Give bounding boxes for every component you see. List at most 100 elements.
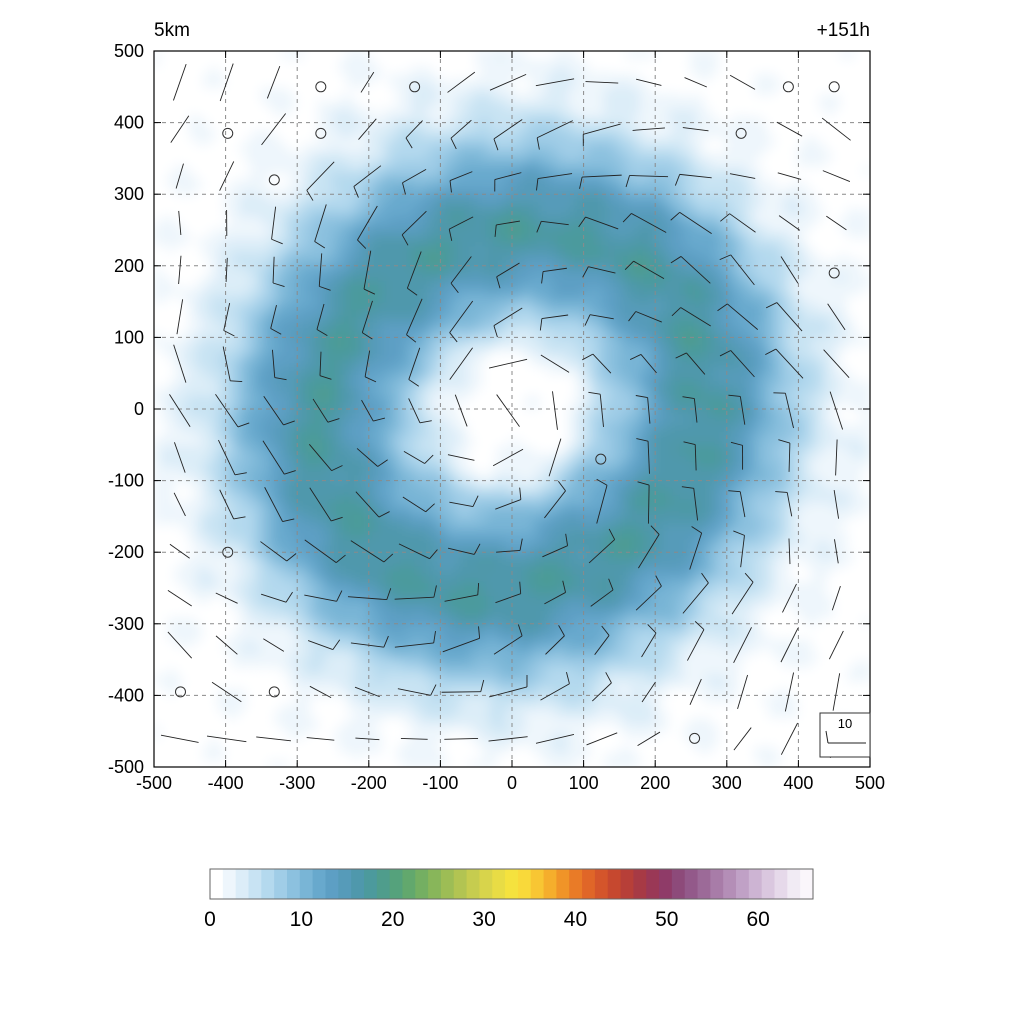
x-tick-label: -500 (136, 773, 172, 793)
wind-barb (361, 300, 373, 340)
wind-barb (590, 578, 614, 607)
x-tick-label: -300 (279, 773, 315, 793)
wind-barb (406, 298, 423, 343)
wind-barb (637, 481, 650, 524)
wind-barb (717, 303, 759, 330)
wind-barb (173, 344, 187, 383)
calm-wind-marker (222, 546, 234, 558)
wind-barb (674, 173, 712, 186)
wind-barb (260, 541, 297, 562)
wind-barb (834, 539, 839, 564)
colorbar (210, 869, 814, 899)
wind-barb (689, 526, 703, 570)
x-tick-label: -200 (351, 773, 387, 793)
x-tick-label: 0 (507, 773, 517, 793)
wind-barb (493, 307, 523, 338)
wind-barb (223, 302, 235, 337)
wind-barb (219, 63, 234, 102)
colorbar-tick-label: 60 (747, 908, 770, 931)
wind-barb (535, 78, 575, 87)
wind-barb (552, 391, 558, 430)
wind-barb (215, 592, 238, 604)
x-tick-label: 200 (640, 773, 670, 793)
calm-wind-marker (174, 686, 186, 698)
wind-barb (835, 439, 838, 476)
wind-barb (403, 451, 434, 464)
wind-barb (496, 394, 520, 427)
wind-barb (355, 491, 390, 518)
wind-barb (405, 120, 423, 149)
wind-barb (829, 391, 844, 430)
wind-barb (178, 210, 182, 236)
wind-barb (832, 673, 841, 711)
wind-barb (638, 525, 660, 569)
colorbar-tick-label: 0 (204, 908, 216, 931)
wind-barb (548, 438, 562, 477)
wind-barb (447, 454, 475, 461)
wind-barb (260, 591, 293, 603)
wind-barb (496, 538, 523, 553)
wind-barb (588, 391, 604, 427)
wind-barb (536, 120, 573, 150)
wind-barb (262, 440, 296, 475)
wind-barb (833, 489, 840, 519)
wind-barb (167, 589, 192, 607)
wind-barb (488, 358, 528, 369)
wind-barb (681, 486, 699, 521)
y-tick-label: 300 (114, 184, 144, 204)
wind-barb (270, 304, 282, 335)
wind-barb (629, 354, 657, 374)
wind-barb (635, 575, 662, 611)
y-tick-label: 200 (114, 256, 144, 276)
wind-barb (263, 638, 285, 652)
wind-barb (624, 260, 665, 279)
wind-barb (492, 448, 524, 467)
wind-barb (215, 635, 238, 655)
wind-barb (728, 490, 746, 518)
wind-barb (719, 350, 755, 378)
wind-barb (261, 113, 287, 146)
wind-barb (489, 674, 528, 698)
wind-barb (306, 737, 335, 741)
wind-barb (719, 254, 755, 286)
wind-barb (402, 169, 427, 195)
wind-barb (670, 256, 711, 284)
wind-barb (272, 256, 285, 288)
wind-barb (641, 624, 657, 658)
wind-barb (360, 71, 375, 93)
wind-barb (447, 543, 481, 555)
wind-barb (408, 347, 421, 387)
calm-wind-markers (174, 81, 840, 744)
wind-barb (544, 580, 566, 605)
wind-barb (398, 543, 438, 560)
colorbar-tick-label: 10 (290, 908, 313, 931)
wind-barb (493, 119, 523, 151)
wind-barb (775, 491, 793, 517)
wind-barb (586, 732, 618, 746)
wind-barb (397, 684, 437, 696)
wind-barb (780, 256, 799, 284)
wind-barb (318, 253, 331, 291)
wind-barb (402, 496, 435, 513)
axis-ticks (153, 50, 871, 768)
wind-barb (584, 314, 614, 326)
wind-barb (271, 206, 283, 245)
colorbar-frame (209, 868, 814, 900)
wind-barb (206, 735, 247, 743)
wind-barb (729, 173, 756, 179)
wind-barb (357, 205, 378, 249)
y-tick-label: 0 (134, 399, 144, 419)
wind-barb (684, 77, 707, 88)
wind-barb (173, 64, 187, 101)
wind-barb (356, 448, 388, 467)
wind-barb (588, 528, 616, 564)
x-tick-label: 100 (569, 773, 599, 793)
calm-wind-marker (828, 267, 840, 279)
wind-barb (176, 299, 184, 335)
wind-barb (167, 631, 193, 659)
wind-barb (582, 266, 616, 278)
wind-barb (347, 588, 392, 601)
x-tick-label: 300 (712, 773, 742, 793)
wind-barb (355, 737, 380, 741)
wind-barb (689, 678, 702, 706)
